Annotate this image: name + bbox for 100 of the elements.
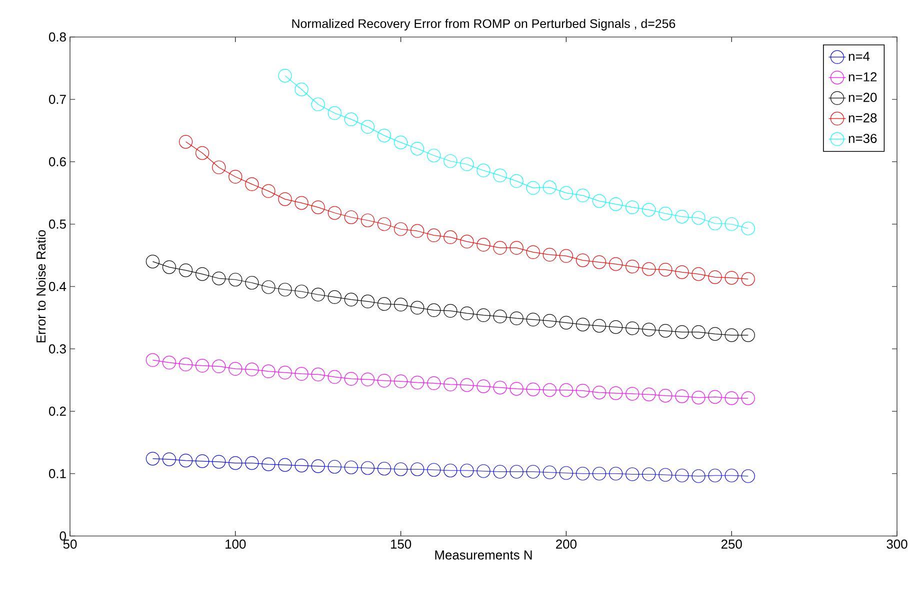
point: [741, 222, 755, 236]
point: [328, 106, 342, 120]
point: [377, 128, 392, 142]
point: [692, 267, 706, 281]
point: [427, 303, 441, 318]
point: [196, 146, 210, 160]
y-tick-label: 0.1: [48, 469, 66, 478]
point: [196, 454, 210, 468]
point: [559, 383, 574, 397]
point: [592, 386, 606, 400]
point: [262, 364, 276, 378]
point: [427, 148, 441, 162]
point: [724, 328, 738, 342]
point: [444, 230, 458, 244]
point: [228, 362, 242, 376]
point: [493, 168, 507, 182]
point: [510, 312, 524, 326]
y-tick-label: 0.8: [48, 32, 66, 42]
point: [476, 464, 490, 478]
point: [294, 367, 308, 381]
point: [444, 378, 458, 392]
point: [162, 356, 176, 370]
y-tick-label: 0.5: [48, 220, 66, 229]
point: [510, 464, 524, 479]
legend-label: n=4: [848, 52, 870, 61]
legend-label: n=20: [848, 92, 877, 102]
x-tick-label: 200: [556, 540, 577, 549]
point: [196, 358, 210, 373]
point: [526, 245, 540, 259]
point: [311, 459, 325, 473]
point: [328, 460, 342, 474]
point: [311, 368, 325, 382]
point: [410, 376, 424, 390]
point: [609, 320, 623, 334]
point: [675, 325, 689, 339]
point: [476, 380, 490, 394]
point: [724, 391, 738, 405]
point: [294, 196, 308, 210]
point: [444, 464, 458, 478]
point: [410, 142, 424, 156]
point: [675, 210, 689, 224]
point: [460, 157, 474, 172]
point: [642, 467, 656, 482]
point: [427, 463, 441, 477]
point: [262, 184, 276, 198]
point: [146, 452, 160, 466]
point: [444, 304, 458, 318]
point: [658, 324, 672, 338]
point: [658, 206, 672, 220]
point: [526, 382, 540, 396]
point: [328, 290, 342, 304]
point: [476, 238, 490, 252]
x-axis-title: Measurements N: [435, 550, 532, 560]
point: [493, 310, 507, 324]
point: [559, 316, 574, 330]
point: [228, 456, 242, 470]
point: [741, 469, 755, 483]
point: [642, 322, 656, 336]
point: [626, 467, 640, 482]
point: [724, 217, 738, 231]
y-tick-label: 0.4: [48, 282, 66, 292]
point: [658, 262, 672, 276]
point: [592, 194, 606, 208]
point: [278, 68, 292, 82]
point: [377, 297, 392, 311]
point: [741, 272, 755, 286]
x-tick-label: 300: [886, 540, 908, 549]
point: [178, 134, 193, 149]
point: [542, 314, 556, 328]
point: [328, 370, 342, 384]
point: [377, 374, 392, 388]
point: [360, 294, 375, 308]
point: [178, 454, 193, 468]
point: [592, 466, 606, 480]
point: [394, 222, 408, 236]
point: [510, 241, 524, 255]
point: [394, 462, 408, 476]
point: [460, 378, 474, 392]
legend-label: n=36: [848, 134, 877, 143]
point: [178, 263, 193, 278]
point: [344, 292, 358, 306]
point: [294, 284, 308, 298]
point: [427, 228, 441, 242]
point: [724, 468, 738, 482]
point: [278, 458, 292, 472]
point: [394, 298, 408, 312]
point: [692, 390, 706, 404]
point: [576, 384, 590, 398]
point: [708, 327, 722, 341]
legend-label: n=28: [848, 113, 877, 122]
point: [542, 383, 556, 397]
point: [311, 98, 325, 112]
point: [294, 458, 308, 472]
point: [410, 300, 424, 315]
point: [245, 362, 259, 376]
point: [394, 374, 408, 388]
point: [642, 388, 656, 402]
point: [146, 254, 160, 268]
point: [708, 270, 722, 284]
point: [526, 464, 540, 479]
